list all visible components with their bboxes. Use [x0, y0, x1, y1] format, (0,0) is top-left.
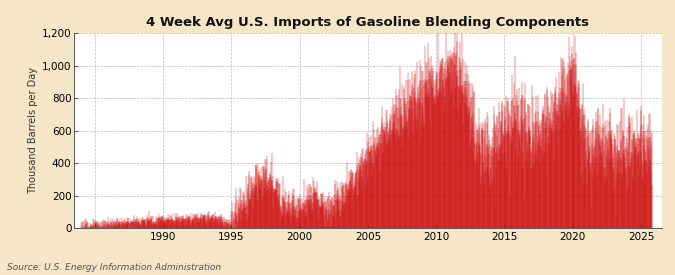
Text: Source: U.S. Energy Information Administration: Source: U.S. Energy Information Administ… [7, 263, 221, 272]
Y-axis label: Thousand Barrels per Day: Thousand Barrels per Day [28, 67, 38, 194]
Title: 4 Week Avg U.S. Imports of Gasoline Blending Components: 4 Week Avg U.S. Imports of Gasoline Blen… [146, 16, 589, 29]
